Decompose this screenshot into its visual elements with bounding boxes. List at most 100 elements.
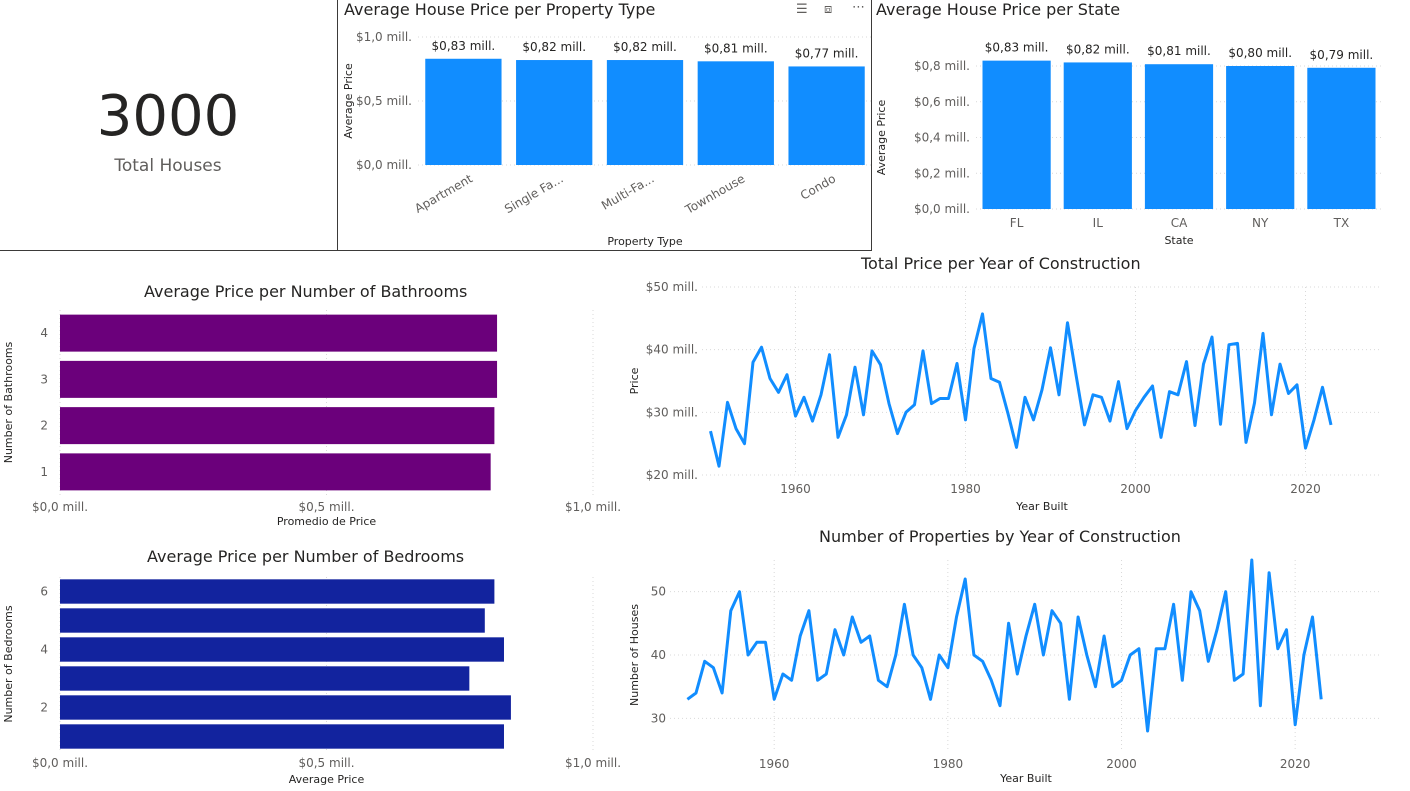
bar xyxy=(60,407,495,445)
x-axis-title: Promedio de Price xyxy=(277,515,377,528)
bar xyxy=(788,66,865,165)
bar xyxy=(60,579,495,604)
x-tick-label: 1960 xyxy=(780,482,811,496)
chart-title-property-type: Average House Price per Property Type xyxy=(344,0,656,19)
kpi-total-houses-value: 3000 xyxy=(96,84,240,149)
x-axis-title: Average Price xyxy=(289,773,365,786)
y-tick-label: $0,2 mill. xyxy=(914,166,970,180)
x-tick-label: 2000 xyxy=(1120,482,1151,496)
chart-title-bedrooms: Average Price per Number of Bedrooms xyxy=(147,547,465,566)
y-tick-label: 30 xyxy=(651,711,666,725)
y-tick-label: 2 xyxy=(40,701,48,715)
data-label: $0,83 mill. xyxy=(432,39,496,53)
x-tick-label: 1960 xyxy=(759,757,790,771)
bar xyxy=(1307,67,1376,209)
x-tick-label: TX xyxy=(1333,216,1350,230)
filter-icon[interactable]: ☰ xyxy=(796,2,808,17)
bar xyxy=(982,60,1051,210)
kpi-total-houses-label: Total Houses xyxy=(114,156,222,176)
data-label: $0,82 mill. xyxy=(522,40,586,54)
chart-title-state: Average House Price per State xyxy=(876,0,1121,19)
x-tick-label: $0,0 mill. xyxy=(32,500,88,514)
y-axis-title: Average Price xyxy=(875,100,888,176)
y-tick-label: $0,0 mill. xyxy=(914,202,970,216)
y-tick-label: 6 xyxy=(40,585,48,599)
y-tick-label: $0,5 mill. xyxy=(356,94,412,108)
bar xyxy=(60,637,504,662)
x-tick-label: 2000 xyxy=(1106,757,1137,771)
y-axis-title: Number of Houses xyxy=(628,604,641,706)
series-line xyxy=(709,312,1333,468)
y-tick-label: $40 mill. xyxy=(646,343,698,357)
bar xyxy=(606,60,684,165)
y-tick-label: 3 xyxy=(40,372,48,386)
y-tick-label: 50 xyxy=(651,585,666,599)
bar xyxy=(1063,62,1132,209)
kpi-card[interactable]: 3000 Total Houses xyxy=(0,0,336,250)
bar xyxy=(60,724,504,749)
bar xyxy=(1226,66,1295,209)
y-axis-title: Price xyxy=(628,367,641,394)
bar xyxy=(697,61,774,165)
x-tick-label: $0,0 mill. xyxy=(32,756,88,770)
y-tick-label: 1 xyxy=(40,465,48,479)
x-tick-label: IL xyxy=(1093,216,1104,230)
y-axis-title: Average Price xyxy=(342,63,355,139)
x-tick-label: 2020 xyxy=(1280,757,1311,771)
x-tick-label: $1,0 mill. xyxy=(565,756,621,770)
data-label: $0,77 mill. xyxy=(795,46,859,60)
data-label: $0,80 mill. xyxy=(1228,46,1292,60)
x-tick-label: FL xyxy=(1010,216,1024,230)
data-label: $0,79 mill. xyxy=(1310,48,1374,62)
y-tick-label: $30 mill. xyxy=(646,405,698,419)
bar xyxy=(60,314,498,352)
x-tick-label: 1980 xyxy=(933,757,964,771)
y-axis-title: Number of Bathrooms xyxy=(2,341,15,463)
series-line xyxy=(686,558,1323,733)
data-label: $0,82 mill. xyxy=(613,40,677,54)
x-tick-label: CA xyxy=(1171,216,1188,230)
y-tick-label: 2 xyxy=(40,419,48,433)
bar xyxy=(60,360,498,398)
bar xyxy=(60,608,485,633)
x-tick-label: $0,5 mill. xyxy=(298,500,354,514)
data-label: $0,81 mill. xyxy=(704,41,768,55)
more-options-icon[interactable]: ⋯ xyxy=(852,0,865,15)
y-tick-label: $1,0 mill. xyxy=(356,30,412,44)
bar xyxy=(60,453,491,491)
y-tick-label: $0,0 mill. xyxy=(356,158,412,172)
focus-mode-icon[interactable]: ⧈ xyxy=(824,2,833,17)
bar xyxy=(60,666,470,691)
x-tick-label: $0,5 mill. xyxy=(298,756,354,770)
x-axis-title: Property Type xyxy=(607,235,683,248)
y-tick-label: $0,8 mill. xyxy=(914,59,970,73)
x-tick-label: $1,0 mill. xyxy=(565,500,621,514)
data-label: $0,82 mill. xyxy=(1066,42,1130,56)
kpi-divider xyxy=(0,250,338,251)
x-tick-label: 2020 xyxy=(1290,482,1321,496)
y-axis-title: Number of Bedrooms xyxy=(2,605,15,723)
x-axis-title: State xyxy=(1164,234,1193,247)
x-axis-title: Year Built xyxy=(999,772,1052,785)
x-tick-label: 1980 xyxy=(950,482,981,496)
chart-title-total-price: Total Price per Year of Construction xyxy=(861,254,1141,273)
bar xyxy=(60,695,511,720)
y-tick-label: $0,4 mill. xyxy=(914,131,970,145)
y-tick-label: $0,6 mill. xyxy=(914,95,970,109)
y-tick-label: 4 xyxy=(40,326,48,340)
y-tick-label: $20 mill. xyxy=(646,468,698,482)
x-axis-title: Year Built xyxy=(1015,500,1068,513)
chart-title-bathrooms: Average Price per Number of Bathrooms xyxy=(144,282,468,301)
property-type-visual-frame[interactable] xyxy=(337,0,872,251)
bar xyxy=(516,60,593,165)
data-label: $0,81 mill. xyxy=(1147,44,1211,58)
y-tick-label: 40 xyxy=(651,648,666,662)
data-label: $0,83 mill. xyxy=(985,41,1049,55)
y-tick-label: $50 mill. xyxy=(646,280,698,294)
